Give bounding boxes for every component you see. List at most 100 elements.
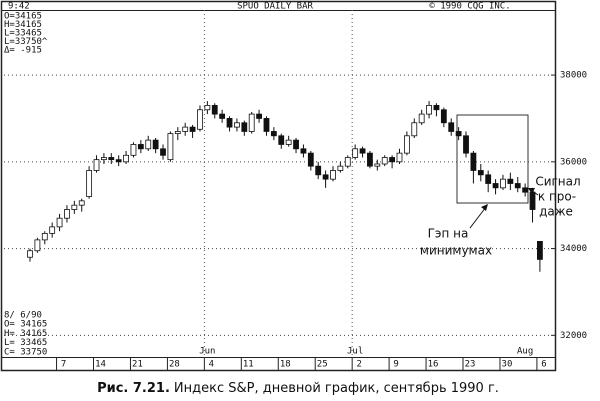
y-tick-label: 38000 (560, 71, 587, 81)
candle-body (440, 109, 447, 124)
candle-body (537, 241, 543, 260)
bar-info-line: C= 33750 (4, 347, 47, 357)
candle-body (403, 135, 410, 154)
candle-body (455, 131, 462, 137)
candle-body (86, 170, 93, 197)
candle-body (418, 113, 425, 124)
candle-body (64, 209, 70, 219)
candle-body (93, 159, 100, 171)
candle-body (315, 165, 322, 176)
candle-body (463, 135, 469, 154)
header-center: SPUO DAILY BAR (237, 2, 313, 12)
candle-body (160, 148, 166, 156)
quote-line: H=34165 (4, 20, 42, 30)
candle-body (359, 148, 366, 154)
x-tick-label: 9 (393, 360, 398, 370)
candle-body (374, 163, 381, 167)
caption-text: Индекс S&P, дневной график, сентябрь 199… (174, 381, 499, 396)
annotation: минимумах (420, 244, 492, 258)
candle-body (470, 152, 477, 171)
month-label: Jul (347, 347, 363, 357)
candle-body (522, 187, 529, 193)
candle-body (101, 157, 107, 161)
caption-label: Рис. 7.21. (97, 381, 170, 396)
candle-body (263, 118, 270, 132)
candle-body (300, 148, 307, 154)
gap-box (456, 114, 529, 204)
month-label: Aug (517, 347, 533, 357)
candle-body (241, 122, 248, 132)
x-tick-label: 14 (95, 360, 106, 370)
annotation: Сигнал (535, 175, 580, 189)
arrow (469, 206, 487, 229)
y-tick-label: 32000 (560, 331, 587, 341)
candle-body (174, 131, 181, 135)
candle-body (396, 152, 403, 163)
candle-body (500, 178, 506, 189)
candle-body (352, 148, 359, 158)
candle-body (330, 170, 336, 180)
x-tick-label: 18 (280, 360, 291, 370)
candle-body (219, 113, 226, 119)
candle-body (433, 105, 440, 111)
x-tick-label: 23 (465, 360, 476, 370)
candle-body (248, 113, 255, 132)
candle-body (367, 152, 373, 167)
candle-body (344, 157, 351, 167)
candle-body (278, 135, 285, 145)
x-tick-label: 4 (209, 360, 214, 370)
candle-body (426, 105, 432, 115)
candle-body (529, 191, 536, 210)
candle-body (189, 126, 196, 132)
annotation: Гэп на (428, 227, 469, 241)
frame (0, 0, 557, 372)
annotation: к про- (538, 190, 576, 204)
quote-line: Δ= -915 (4, 46, 42, 56)
candle-body (381, 157, 388, 165)
candle-body (56, 217, 63, 228)
candle-body (337, 165, 344, 171)
candle-body (41, 232, 48, 241)
candle-body (145, 139, 152, 150)
candle-body (307, 152, 314, 167)
x-tick-label: 28 (169, 360, 180, 370)
y-tick-label: 36000 (560, 157, 587, 167)
candle-body (78, 200, 85, 206)
x-tick-label: 2 (356, 360, 361, 370)
quote-line: L=33465 (4, 29, 42, 39)
candle-body (226, 118, 233, 128)
bar-info-line: 8/ 6/90 (4, 311, 42, 321)
x-tick-label: 6 (541, 360, 546, 370)
arrowhead (481, 204, 488, 211)
candle-body (270, 131, 277, 137)
x-tick-label: 30 (502, 360, 513, 370)
candle-body (477, 170, 484, 176)
candle-body (211, 105, 218, 115)
candle-body (182, 126, 189, 132)
candle-body (167, 133, 174, 161)
candle-body (137, 144, 144, 150)
x-tick-label: 7 (61, 360, 66, 370)
x-tick-label: 16 (428, 360, 439, 370)
x-tick-label: 21 (132, 360, 143, 370)
candle-body (123, 154, 129, 163)
x-tick-label: 11 (243, 360, 254, 370)
candle-body (71, 204, 78, 210)
candle-body (389, 157, 396, 163)
candle-body (492, 183, 499, 189)
bar-info-line: H= 34165 (4, 329, 47, 339)
candle-body (514, 183, 521, 189)
candle-body (130, 144, 137, 156)
candle-body (234, 122, 240, 128)
candle-body (115, 159, 122, 163)
caption: Рис. 7.21. Индекс S&P, дневной график, се… (97, 381, 499, 396)
quote-line: L=33750^ (4, 37, 48, 47)
month-label: Jun (199, 347, 215, 357)
y-tick-label: 34000 (560, 244, 587, 254)
arrowhead (528, 188, 535, 194)
bar-info-line: L= 33465 (4, 338, 47, 348)
candle-body (27, 250, 33, 258)
candle-body (293, 139, 299, 150)
